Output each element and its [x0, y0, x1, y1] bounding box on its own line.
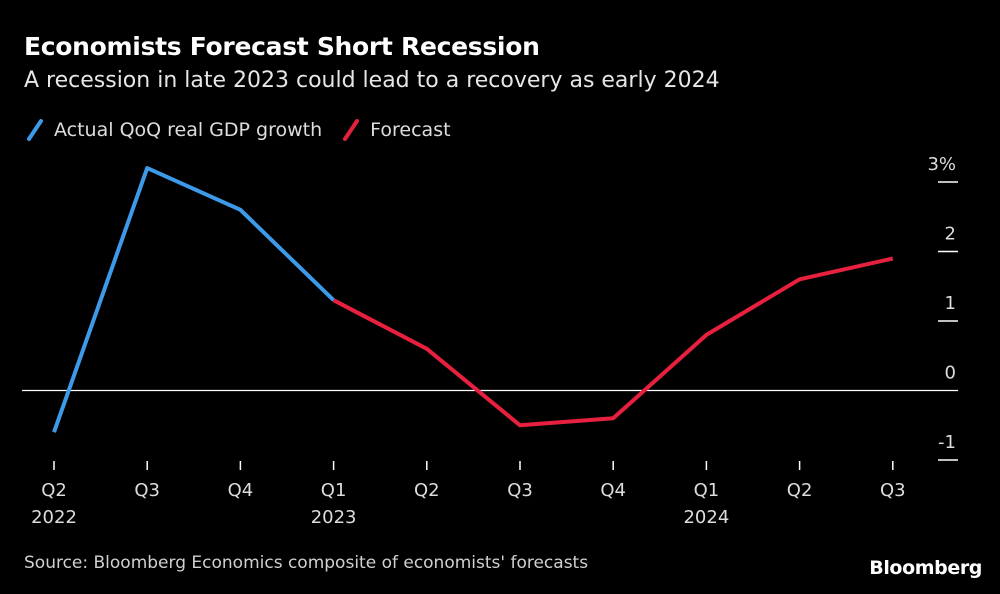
y-axis: 3% 2 1 0 -1 — [927, 154, 958, 461]
legend-swatch-forecast-stroke — [343, 119, 360, 141]
legend-swatch-forecast-icon — [343, 119, 360, 141]
y-tick-label: 3% — [927, 154, 956, 175]
x-tick-label: Q3 — [507, 480, 533, 501]
legend-swatch-actual-stroke — [27, 119, 43, 141]
x-year-label: 2023 — [311, 507, 357, 528]
x-axis: Q2 2022 Q3 Q4 Q1 2023 Q2 Q3 Q4 Q1 2024 Q2 Q3 — [31, 461, 906, 528]
x-year-label: 2022 — [31, 507, 77, 528]
line-chart: Q2 2022 Q3 Q4 Q1 2023 Q2 Q3 Q4 Q1 2024 Q2 Q3 3% 2 1 0 -1 — [22, 154, 958, 528]
legend-swatch-actual-icon — [27, 119, 43, 141]
legend-label-actual: Actual QoQ real GDP growth — [54, 119, 323, 141]
legend-label-forecast: Forecast — [370, 119, 451, 141]
x-tick-label: Q4 — [228, 480, 254, 501]
series-line-actual — [52, 166, 335, 433]
source-note: Source: Bloomberg Economics composite of… — [24, 553, 589, 573]
x-year-label: 2024 — [683, 507, 729, 528]
chart-subtitle: A recession in late 2023 could lead to a… — [24, 68, 720, 93]
x-tick-label: Q1 — [694, 480, 720, 501]
x-tick-label: Q2 — [787, 480, 813, 501]
x-tick-label: Q3 — [134, 480, 160, 501]
y-tick-label: 2 — [945, 224, 956, 245]
legend-item-forecast: Forecast — [340, 118, 451, 142]
x-tick-label: Q2 — [41, 480, 67, 501]
x-tick-label: Q1 — [321, 480, 347, 501]
legend: Actual QoQ real GDP growth Forecast — [24, 118, 469, 142]
x-tick-label: Q4 — [600, 480, 626, 501]
y-tick-label: -1 — [938, 432, 956, 453]
y-tick-label: 1 — [945, 293, 956, 314]
y-tick-label: 0 — [945, 363, 956, 384]
series-line-forecast — [332, 256, 894, 428]
legend-item-actual: Actual QoQ real GDP growth — [24, 118, 322, 142]
x-tick-label: Q2 — [414, 480, 440, 501]
bloomberg-logo: Bloomberg — [869, 557, 982, 579]
x-tick-label: Q3 — [880, 480, 906, 501]
chart-title: Economists Forecast Short Recession — [24, 32, 540, 61]
series-lines — [52, 166, 894, 433]
